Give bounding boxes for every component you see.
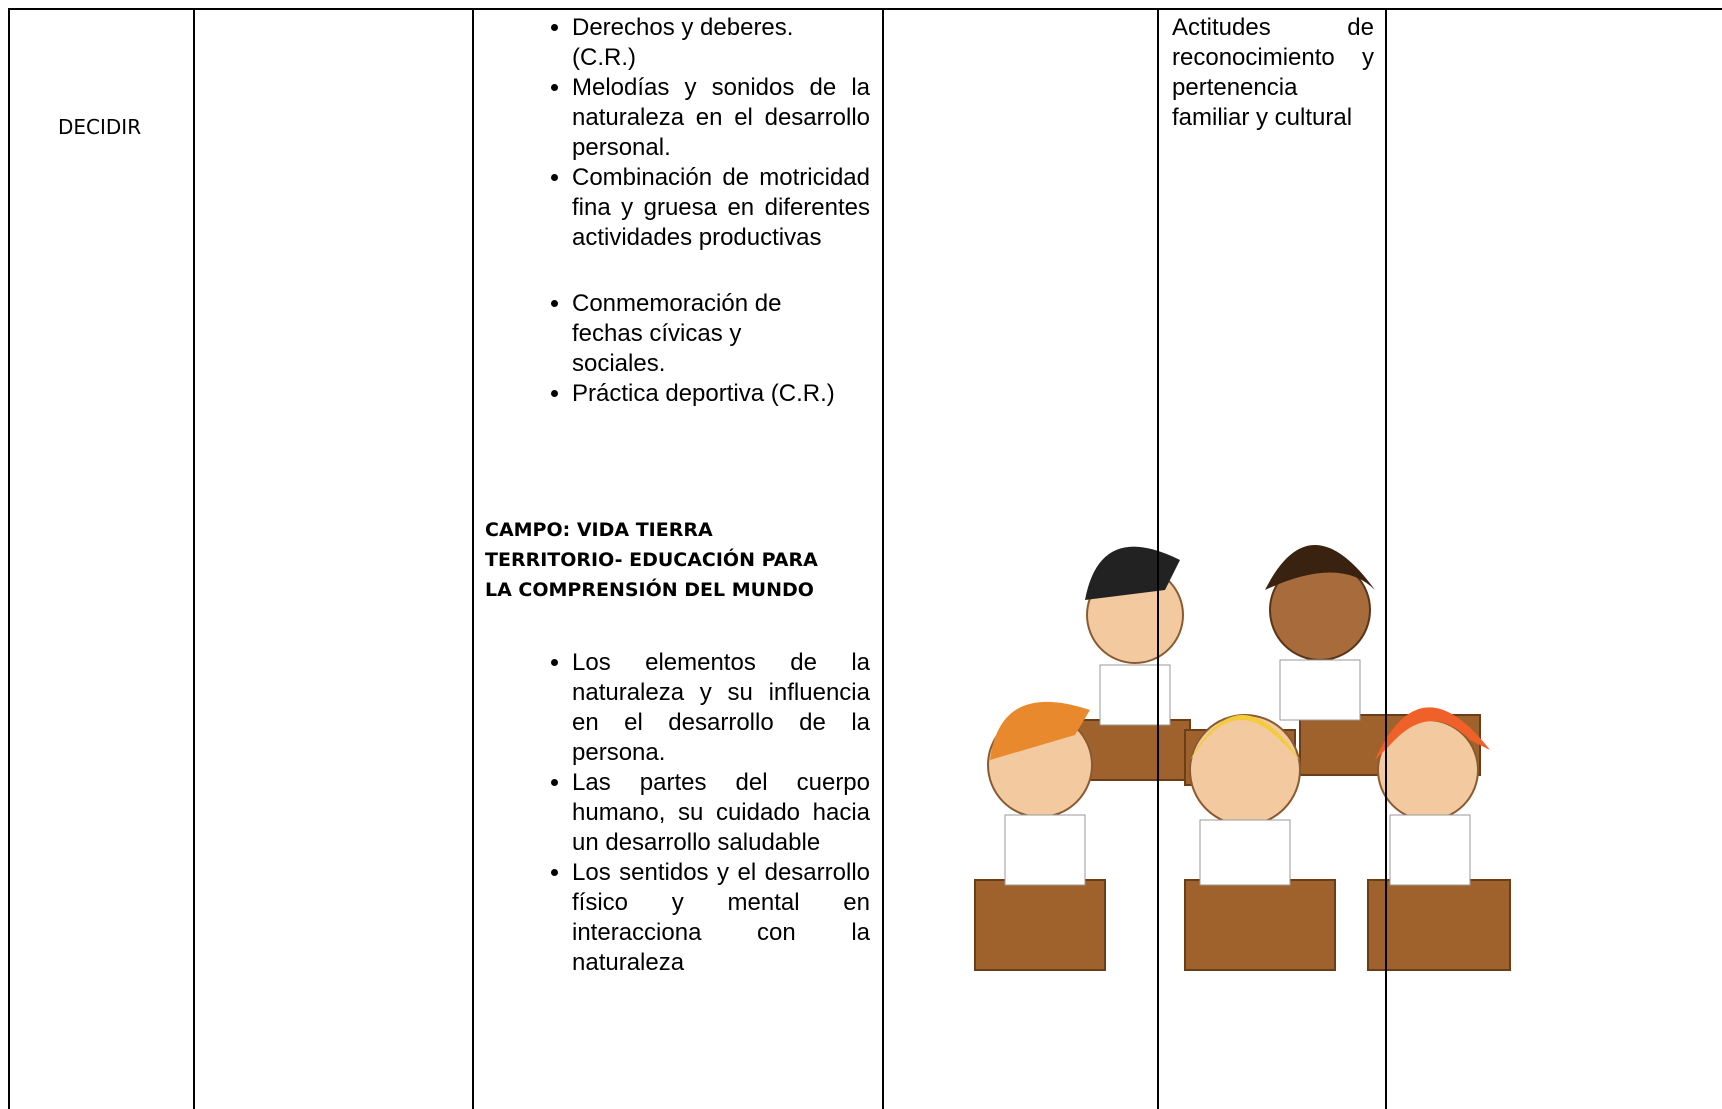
list-item: Melodías y sonidos de la naturaleza en e… — [572, 73, 870, 163]
list-item: Derechos y deberes. (C.R.) — [572, 13, 802, 73]
table-border — [8, 8, 1722, 10]
contents-cell: Derechos y deberes. (C.R.) Melodías y so… — [472, 13, 870, 409]
area-cell: DECIDIR — [58, 115, 142, 139]
list-item: Práctica deportiva (C.R.) — [572, 379, 870, 409]
list: Melodías y sonidos de la naturaleza en e… — [472, 73, 870, 253]
list-item: Los elementos de la naturaleza y su infl… — [572, 648, 870, 768]
table-border — [472, 8, 474, 1109]
table-border — [1385, 8, 1387, 1109]
attitudes-cell: Actitudes de reconocimiento y pertenenci… — [1172, 14, 1374, 131]
list-item: Combinación de motricidad fina y gruesa … — [572, 163, 870, 253]
table-border — [882, 8, 884, 1109]
table-border — [193, 8, 195, 1109]
list-item: Conmemoración de fechas cívicas y social… — [572, 289, 812, 379]
list: Conmemoración de fechas cívicas y social… — [472, 289, 870, 409]
list-item: Las partes del cuerpo humano, su cuidado… — [572, 768, 870, 858]
table-border — [8, 8, 10, 1109]
section-heading: CAMPO: VIDA TIERRA TERRITORIO- EDUCACIÓN… — [485, 519, 818, 601]
contents-cell: Los elementos de la naturaleza y su infl… — [472, 648, 870, 978]
list: Los elementos de la naturaleza y su infl… — [472, 648, 870, 978]
table-border — [1157, 8, 1159, 1109]
list-item: Los sentidos y el desarrollo físico y me… — [572, 858, 870, 978]
list: Derechos y deberes. (C.R.) — [472, 13, 802, 73]
